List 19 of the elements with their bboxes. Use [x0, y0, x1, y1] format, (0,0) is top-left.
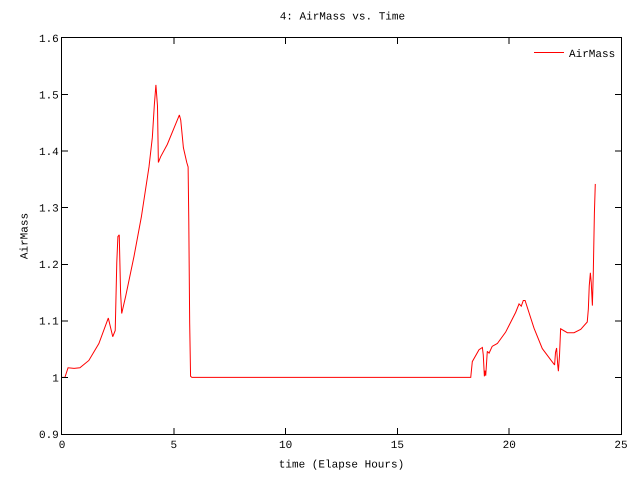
y-tick-label: 1.4: [38, 146, 60, 159]
y-tick-label: 1.1: [38, 316, 60, 329]
x-axis-title: time (Elapse Hours): [278, 459, 404, 472]
line-series: [62, 84, 596, 378]
x-tick-label: 10: [279, 440, 292, 452]
y-tick-label: 0.9: [38, 430, 59, 442]
x-tick-label: 5: [170, 440, 178, 452]
chart-title: 4: AirMass vs. Time: [280, 12, 406, 24]
x-tick-label: 15: [390, 440, 404, 452]
y-tick-label: 1.5: [38, 90, 59, 102]
legend-label: AirMass: [569, 48, 616, 61]
y-axis-title: AirMass: [20, 212, 32, 260]
x-tick-label: 25: [614, 440, 628, 452]
x-tick-label: 0: [58, 440, 66, 452]
x-tick-label: 20: [502, 440, 516, 452]
y-tick-label: 1.6: [38, 34, 59, 46]
y-tick-label: 1.3: [38, 204, 59, 216]
y-tick-label: 1: [52, 373, 60, 386]
y-tick-label: 1.2: [38, 260, 59, 272]
